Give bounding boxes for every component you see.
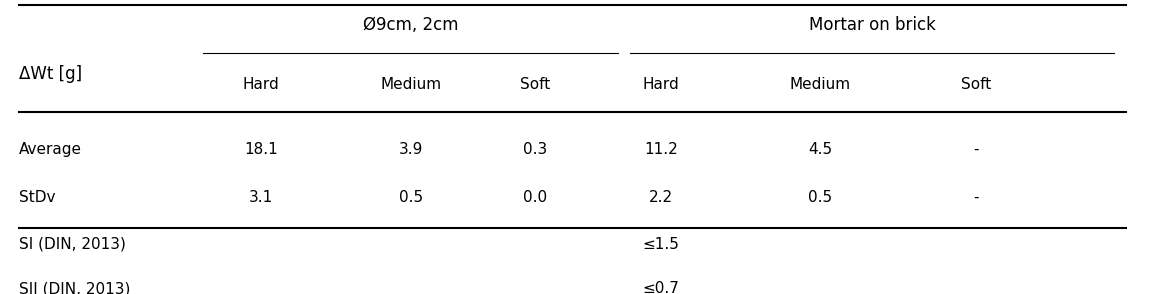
Text: -: - bbox=[973, 142, 979, 157]
Text: Medium: Medium bbox=[380, 77, 442, 92]
Text: Hard: Hard bbox=[243, 77, 280, 92]
Text: 3.1: 3.1 bbox=[249, 190, 273, 205]
Text: 0.5: 0.5 bbox=[808, 190, 832, 205]
Text: 0.5: 0.5 bbox=[399, 190, 423, 205]
Text: Average: Average bbox=[18, 142, 82, 157]
Text: Soft: Soft bbox=[520, 77, 550, 92]
Text: Medium: Medium bbox=[790, 77, 851, 92]
Text: SII (DIN, 2013): SII (DIN, 2013) bbox=[18, 281, 131, 294]
Text: SI (DIN, 2013): SI (DIN, 2013) bbox=[18, 237, 126, 252]
Text: Mortar on brick: Mortar on brick bbox=[809, 16, 935, 34]
Text: StDv: StDv bbox=[18, 190, 55, 205]
Text: 18.1: 18.1 bbox=[244, 142, 277, 157]
Text: 2.2: 2.2 bbox=[649, 190, 673, 205]
Text: 4.5: 4.5 bbox=[808, 142, 832, 157]
Text: ≤0.7: ≤0.7 bbox=[643, 281, 680, 294]
Text: ≤1.5: ≤1.5 bbox=[643, 237, 680, 252]
Text: ΔWt [g]: ΔWt [g] bbox=[18, 65, 82, 83]
Text: 0.3: 0.3 bbox=[524, 142, 548, 157]
Text: 11.2: 11.2 bbox=[644, 142, 677, 157]
Text: -: - bbox=[973, 190, 979, 205]
Text: Ø9cm, 2cm: Ø9cm, 2cm bbox=[363, 16, 459, 34]
Text: 0.0: 0.0 bbox=[524, 190, 548, 205]
Text: Hard: Hard bbox=[643, 77, 680, 92]
Text: Soft: Soft bbox=[961, 77, 991, 92]
Text: 3.9: 3.9 bbox=[399, 142, 423, 157]
